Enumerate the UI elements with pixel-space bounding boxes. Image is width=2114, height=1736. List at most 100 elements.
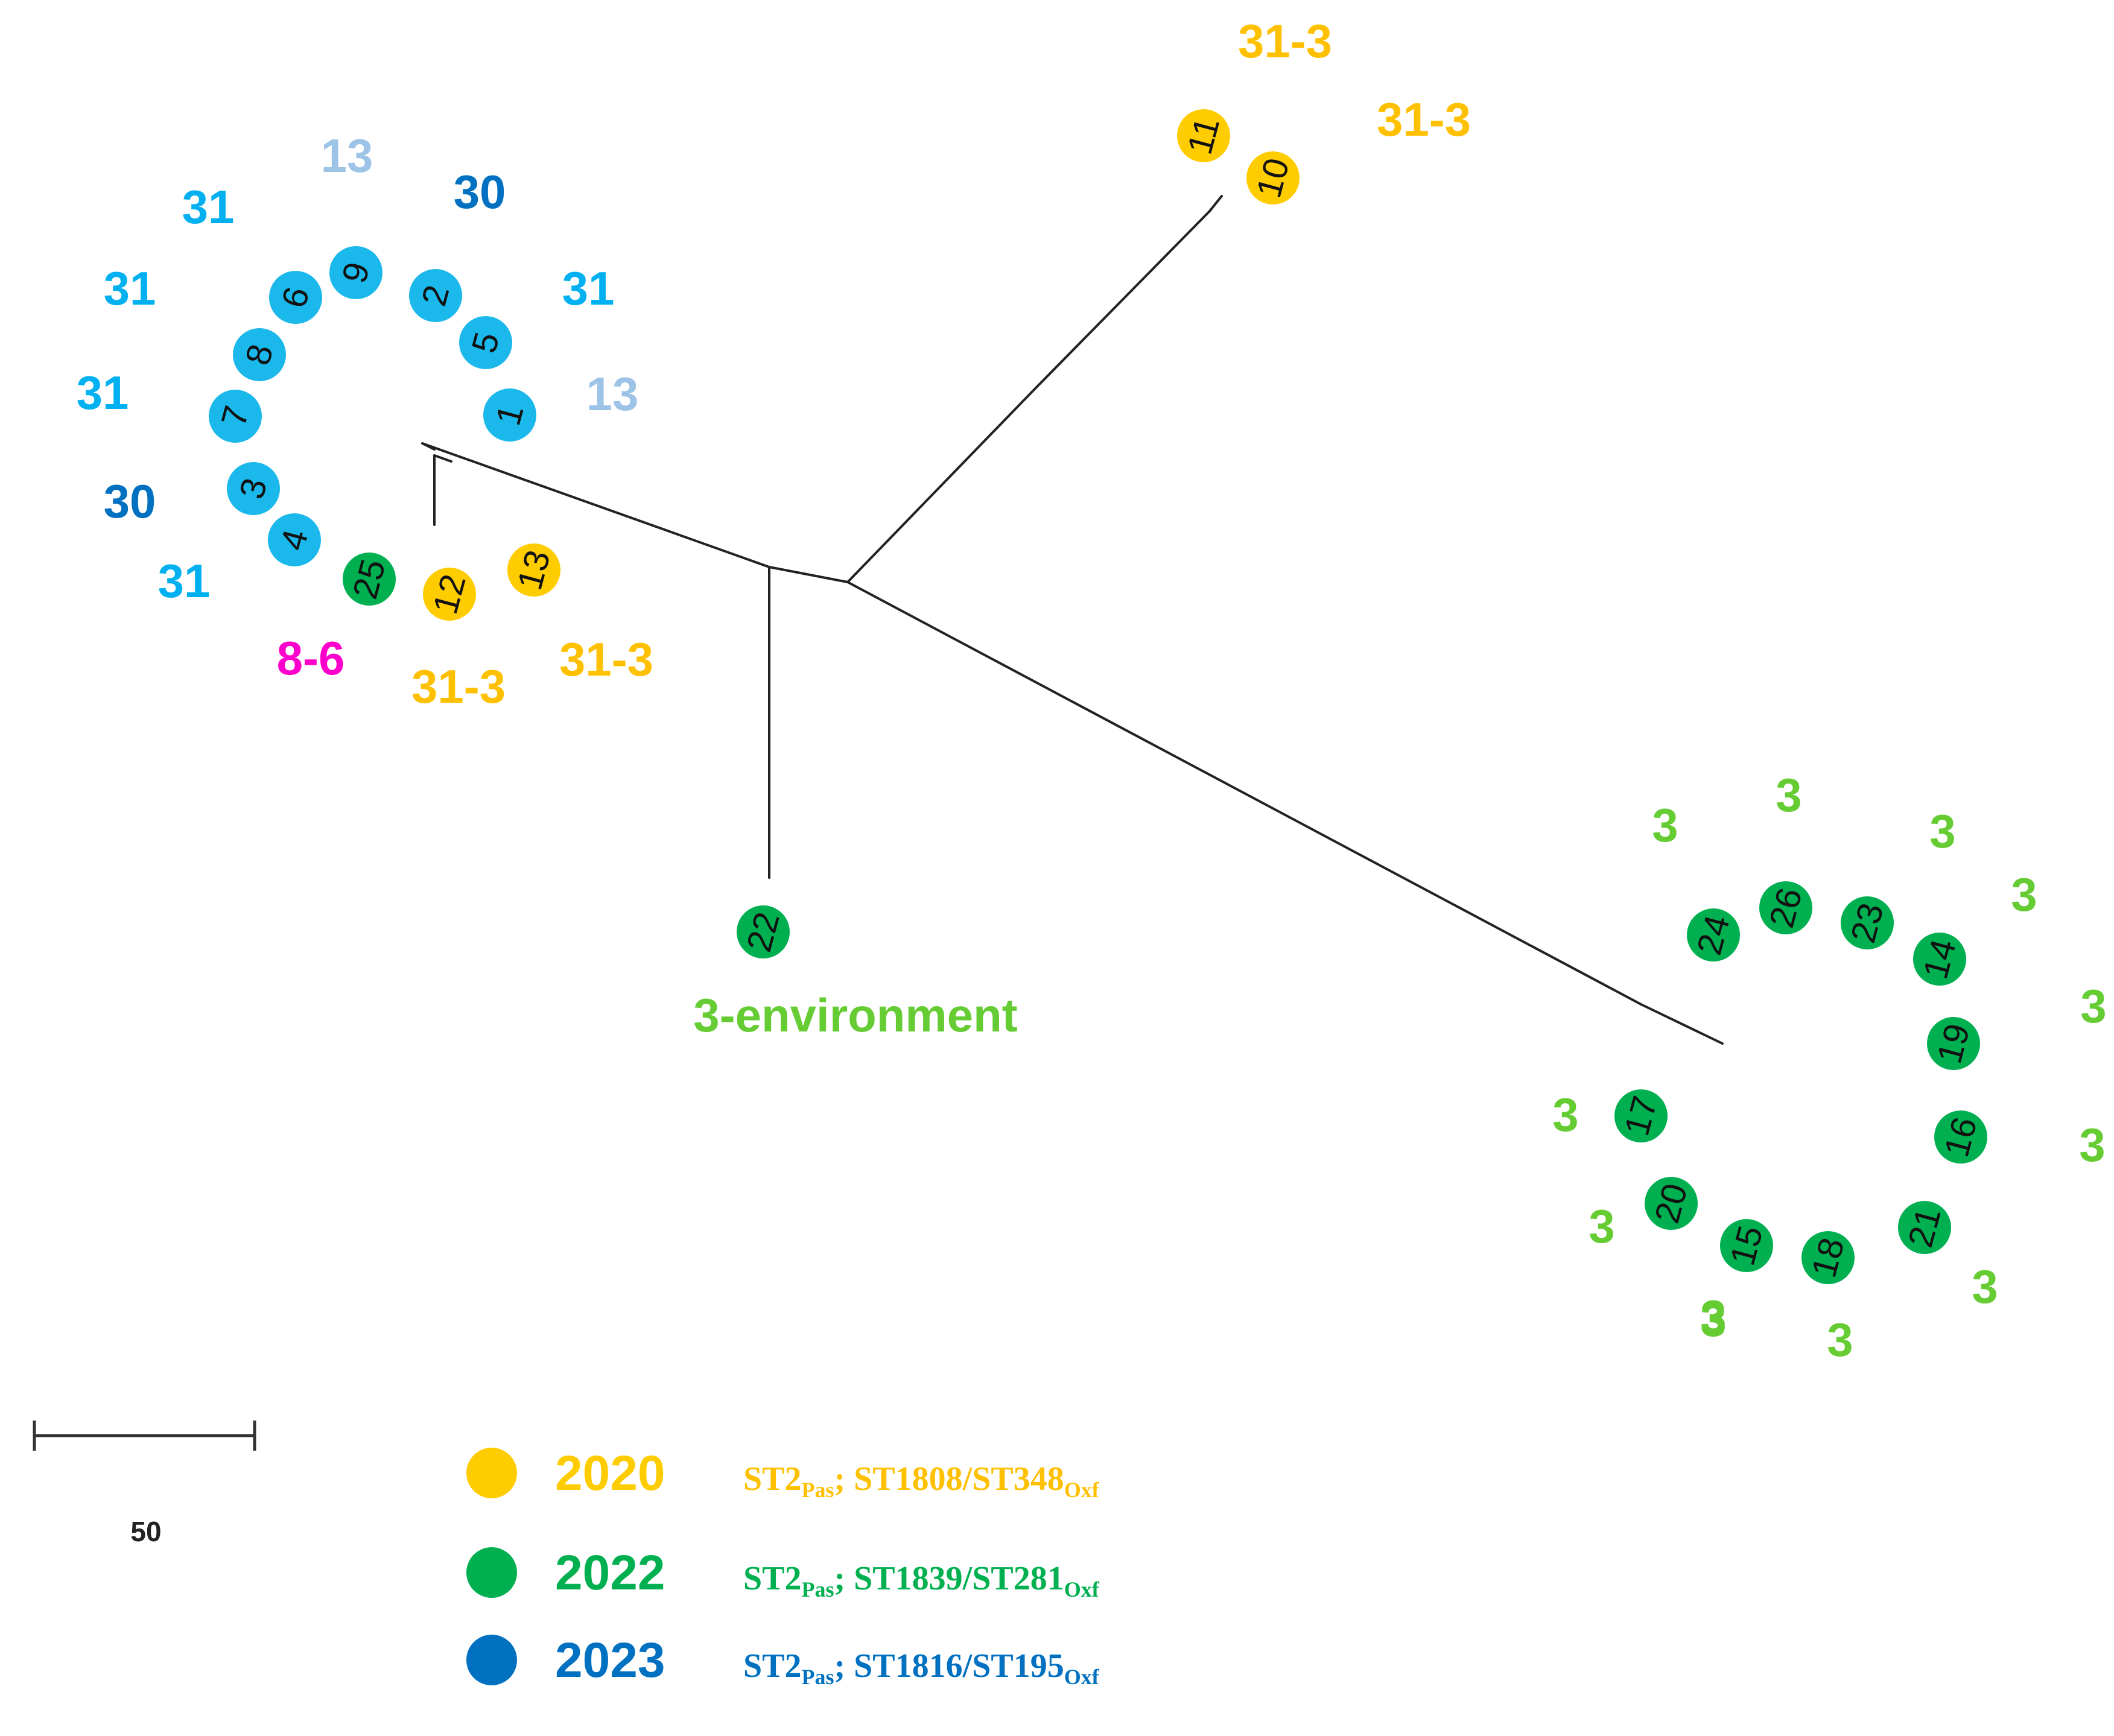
cluster-label: 31-3	[1238, 14, 1332, 68]
legend-dot	[466, 1635, 517, 1685]
legend-dot	[466, 1448, 517, 1498]
node-circle	[1177, 109, 1230, 162]
legend-year: 2023	[555, 1633, 665, 1688]
node-circle	[1246, 151, 1300, 204]
node-circle	[1759, 881, 1812, 934]
cluster-label: 3	[2080, 980, 2106, 1033]
legend-st-text: ST2Pas; ST1839/ST281Oxf	[743, 1560, 1100, 1601]
node-circle	[1934, 1110, 1987, 1164]
node-circle	[1898, 1201, 1951, 1254]
legend: 2020 ST2Pas; ST1808/ST348Oxf 2022 ST2Pas; S…	[466, 1446, 1100, 1689]
node-9: 9	[329, 246, 382, 299]
tree-branch	[1033, 210, 1211, 390]
tree-branch	[433, 454, 452, 463]
tree-branch	[1208, 195, 1223, 212]
cluster-label: 3	[1700, 1290, 1726, 1343]
node-circle	[1801, 1231, 1855, 1284]
node-10: 10	[1246, 151, 1300, 204]
cluster-label: 31-3	[559, 633, 653, 686]
node-circle	[1614, 1089, 1668, 1142]
node-6: 6	[269, 271, 322, 324]
node-13: 13	[507, 543, 560, 597]
node-15: 15	[1720, 1219, 1773, 1272]
cluster-label: 13	[586, 367, 639, 420]
cluster-label: 30	[454, 165, 506, 218]
node-2: 2	[409, 269, 462, 322]
cluster-label: 3-environment	[693, 989, 1017, 1042]
scale-bar-label: 50	[130, 1516, 161, 1547]
node-circle	[483, 388, 536, 442]
tree-branches	[421, 195, 1724, 1045]
node-circle	[409, 269, 462, 322]
cluster-label: 3	[1700, 1293, 1726, 1346]
node-circle	[268, 513, 321, 566]
node-3: 3	[227, 462, 280, 515]
cluster-label: 31	[158, 554, 211, 607]
node-26: 26	[1759, 881, 1812, 934]
node-12: 12	[423, 568, 476, 621]
cluster-label: 3	[1652, 799, 1678, 852]
cluster-label: 3	[1552, 1088, 1578, 1141]
node-circle	[459, 316, 512, 369]
node-1: 1	[483, 388, 536, 442]
cluster-label: 13	[321, 129, 373, 182]
tree-branch	[421, 442, 436, 451]
node-5: 5	[459, 316, 512, 369]
cluster-label: 3	[1589, 1200, 1614, 1253]
node-23: 23	[1841, 896, 1894, 949]
node-24: 24	[1687, 908, 1740, 961]
node-circle	[233, 328, 286, 381]
node-circle	[737, 905, 790, 958]
cluster-label: 31	[562, 262, 615, 315]
cluster-label: 31-3	[411, 660, 506, 713]
legend-item-2022: 2022 ST2Pas; ST1839/ST281Oxf	[466, 1545, 1100, 1601]
node-circle	[507, 543, 560, 597]
node-circle	[269, 271, 322, 324]
node-circle	[423, 568, 476, 621]
node-16: 16	[1934, 1110, 1987, 1164]
node-22: 22	[737, 905, 790, 958]
cluster-label: 31	[77, 366, 129, 419]
node-circle	[1687, 908, 1740, 961]
cluster-label: 30	[104, 475, 156, 528]
node-circle	[1913, 933, 1966, 986]
legend-dot	[466, 1547, 517, 1598]
cluster-label: 3	[1929, 805, 1955, 858]
legend-st-text: ST2Pas; ST1808/ST348Oxf	[743, 1460, 1100, 1502]
node-circle	[1841, 896, 1894, 949]
node-11: 11	[1177, 109, 1230, 162]
node-circle	[329, 246, 382, 299]
node-circle	[209, 390, 262, 443]
node-20: 20	[1645, 1177, 1698, 1230]
node-17: 17	[1614, 1089, 1668, 1142]
node-25: 25	[343, 553, 396, 606]
node-circle	[227, 462, 280, 515]
node-19: 19	[1927, 1017, 1980, 1070]
legend-year: 2022	[555, 1545, 665, 1600]
cluster-label: 3	[1827, 1313, 1853, 1366]
tree-branch	[1640, 1003, 1724, 1045]
tree-branch	[846, 581, 1642, 1006]
node-8: 8	[233, 328, 286, 381]
cluster-label: 31-3	[1377, 93, 1471, 146]
legend-item-2020: 2020 ST2Pas; ST1808/ST348Oxf	[466, 1446, 1100, 1502]
tree-branch	[768, 566, 849, 583]
cluster-label: 3	[1776, 768, 1801, 822]
node-circle	[1927, 1017, 1980, 1070]
cluster-label: 3	[2011, 868, 2037, 921]
cluster-label: 3	[2079, 1118, 2105, 1171]
legend-year: 2020	[555, 1446, 665, 1501]
node-circle	[1720, 1219, 1773, 1272]
legend-item-2023: 2023 ST2Pas; ST1816/ST195Oxf	[466, 1633, 1100, 1689]
cluster-label: 8-6	[277, 632, 345, 685]
cluster-label: 31	[104, 262, 156, 315]
node-circle	[1645, 1177, 1698, 1230]
legend-st-text: ST2Pas; ST1816/ST195Oxf	[743, 1647, 1100, 1689]
tree-branch	[421, 442, 770, 568]
cluster-label: 3	[1972, 1260, 1998, 1313]
scale-bar: 50	[33, 1421, 256, 1547]
node-circle	[343, 553, 396, 606]
